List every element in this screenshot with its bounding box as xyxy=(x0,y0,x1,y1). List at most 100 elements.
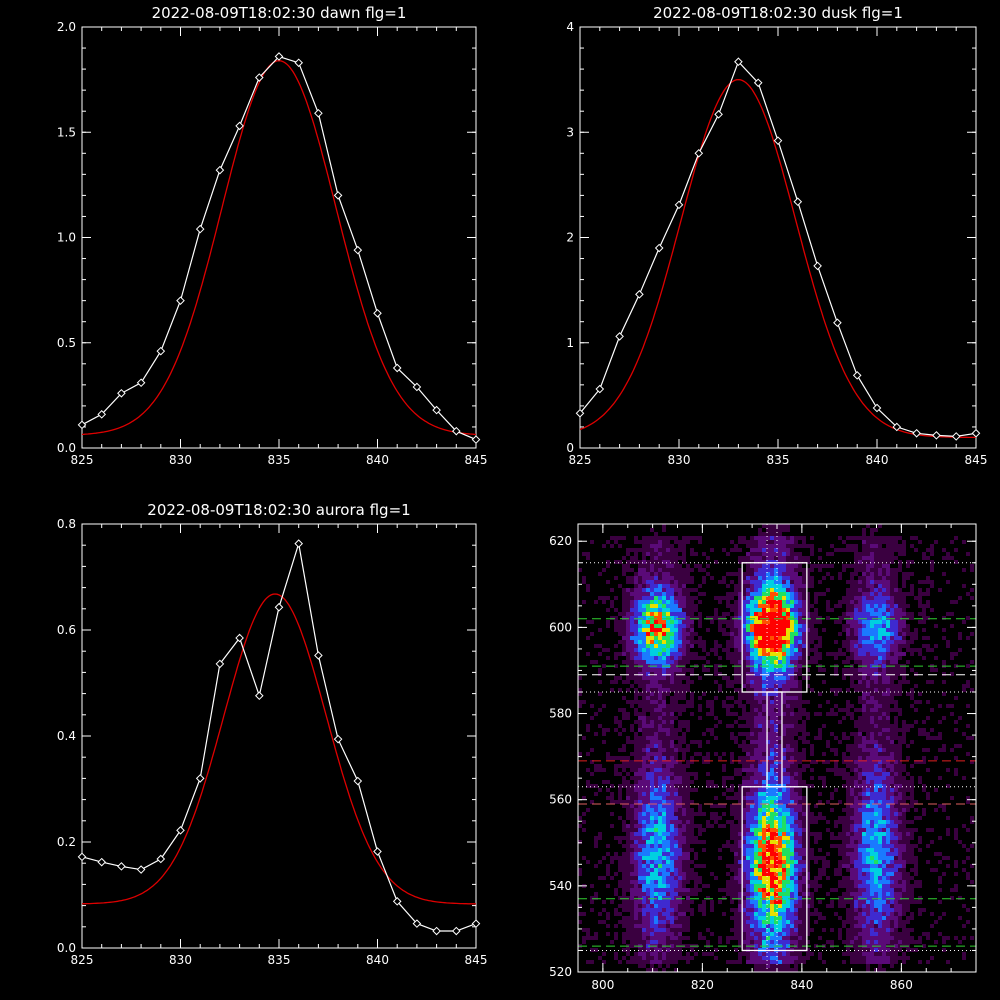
heatmap-cell xyxy=(738,744,742,748)
heatmap-cell xyxy=(774,844,778,848)
heatmap-cell xyxy=(790,668,794,672)
heatmap-cell xyxy=(882,636,886,640)
heatmap-cell xyxy=(898,632,902,636)
heatmap-cell xyxy=(806,624,810,628)
heatmap-cell xyxy=(706,628,710,632)
heatmap-cell xyxy=(762,660,766,664)
heatmap-cell xyxy=(890,580,894,584)
heatmap-cell xyxy=(786,648,790,652)
heatmap-cell xyxy=(878,740,882,744)
heatmap-cell xyxy=(654,768,658,772)
heatmap-cell xyxy=(866,664,870,668)
heatmap-cell xyxy=(590,660,594,664)
heatmap-cell xyxy=(794,540,798,544)
y-tick-label: 2.0 xyxy=(57,20,76,34)
heatmap-cell xyxy=(898,544,902,548)
heatmap-cell xyxy=(882,816,886,820)
heatmap-cell xyxy=(650,752,654,756)
heatmap-cell xyxy=(790,616,794,620)
heatmap-cell xyxy=(766,676,770,680)
heatmap-cell xyxy=(666,804,670,808)
heatmap-cell xyxy=(886,656,890,660)
heatmap-cell xyxy=(626,788,630,792)
heatmap-cell xyxy=(858,736,862,740)
heatmap-cell xyxy=(754,796,758,800)
heatmap-cell xyxy=(774,676,778,680)
heatmap-cell xyxy=(790,576,794,580)
heatmap-cell xyxy=(678,740,682,744)
heatmap-cell xyxy=(646,572,650,576)
heatmap-cell xyxy=(870,696,874,700)
heatmap-cell xyxy=(654,576,658,580)
heatmap-cell xyxy=(938,732,942,736)
heatmap-cell xyxy=(810,552,814,556)
heatmap-cell xyxy=(670,752,674,756)
heatmap-cell xyxy=(882,668,886,672)
heatmap-cell xyxy=(834,836,838,840)
heatmap-cell xyxy=(670,548,674,552)
heatmap-cell xyxy=(610,544,614,548)
heatmap-cell xyxy=(670,772,674,776)
heatmap-cell xyxy=(802,768,806,772)
heatmap-cell xyxy=(806,784,810,788)
heatmap-cell xyxy=(782,756,786,760)
heatmap-cell xyxy=(778,680,782,684)
heatmap-cell xyxy=(682,724,686,728)
heatmap-cell xyxy=(894,724,898,728)
heatmap-cell xyxy=(918,588,922,592)
heatmap-cell xyxy=(634,536,638,540)
heatmap-cell xyxy=(862,796,866,800)
heatmap-cell xyxy=(662,816,666,820)
heatmap-cell xyxy=(770,808,774,812)
heatmap-cell xyxy=(630,632,634,636)
heatmap-cell xyxy=(738,688,742,692)
heatmap-cell xyxy=(782,624,786,628)
heatmap-cell xyxy=(786,668,790,672)
heatmap-cell xyxy=(862,688,866,692)
heatmap-cell xyxy=(746,816,750,820)
heatmap-cell xyxy=(906,576,910,580)
heatmap-cell xyxy=(882,724,886,728)
heatmap-cell xyxy=(666,744,670,748)
heatmap-cell xyxy=(790,712,794,716)
heatmap-cell xyxy=(902,828,906,832)
heatmap-cell xyxy=(942,572,946,576)
heatmap-cell xyxy=(834,712,838,716)
heatmap-cell xyxy=(774,572,778,576)
heatmap-cell xyxy=(646,708,650,712)
heatmap-cell xyxy=(654,612,658,616)
heatmap-cell xyxy=(682,560,686,564)
heatmap-cell xyxy=(834,764,838,768)
heatmap-cell xyxy=(598,724,602,728)
heatmap-cell xyxy=(770,716,774,720)
heatmap-cell xyxy=(642,688,646,692)
heatmap-cell xyxy=(862,744,866,748)
heatmap-cell xyxy=(658,588,662,592)
heatmap-cell xyxy=(654,532,658,536)
heatmap-cell xyxy=(838,720,842,724)
heatmap-cell xyxy=(858,716,862,720)
heatmap-cell xyxy=(678,720,682,724)
heatmap-cell xyxy=(810,648,814,652)
heatmap-cell xyxy=(806,580,810,584)
heatmap-cell xyxy=(630,608,634,612)
heatmap-cell xyxy=(670,736,674,740)
heatmap-cell xyxy=(666,828,670,832)
heatmap-cell xyxy=(866,676,870,680)
heatmap-cell xyxy=(778,728,782,732)
heatmap-cell xyxy=(874,632,878,636)
heatmap-cell xyxy=(846,616,850,620)
heatmap-cell xyxy=(902,732,906,736)
heatmap-cell xyxy=(666,604,670,608)
heatmap-cell xyxy=(670,664,674,668)
heatmap-cell xyxy=(642,800,646,804)
heatmap-cell xyxy=(894,592,898,596)
heatmap-cell xyxy=(734,836,738,840)
heatmap-cell xyxy=(878,632,882,636)
heatmap-cell xyxy=(654,584,658,588)
heatmap-cell xyxy=(678,604,682,608)
heatmap-cell xyxy=(874,592,878,596)
heatmap-cell xyxy=(770,652,774,656)
heatmap-cell xyxy=(634,824,638,828)
heatmap-cell xyxy=(674,832,678,836)
